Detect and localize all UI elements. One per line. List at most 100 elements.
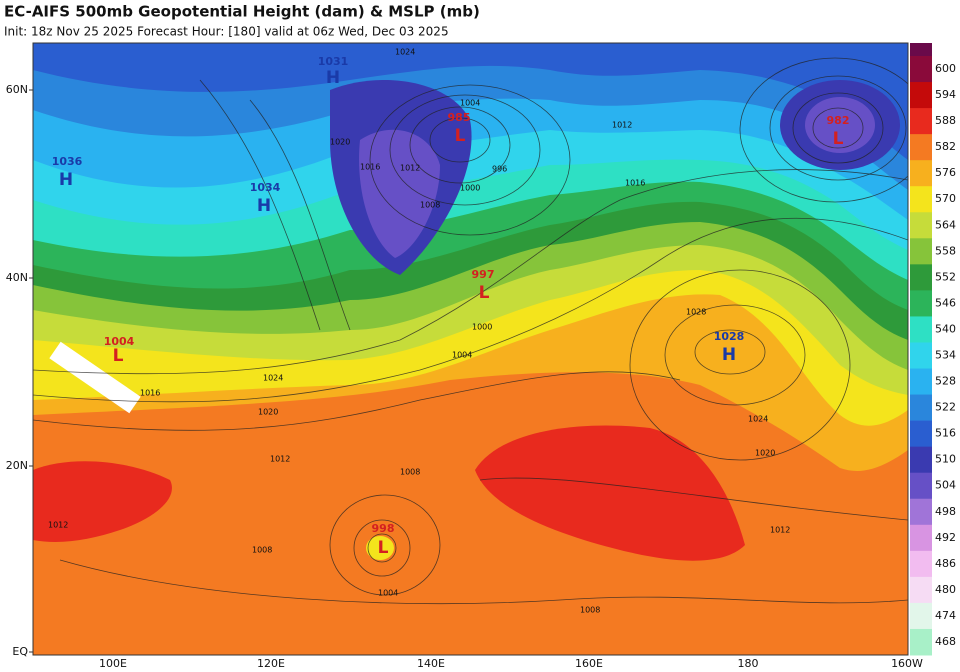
colorbar-swatch (910, 420, 932, 448)
ridge-588-west (33, 461, 172, 542)
colorbar-swatch (910, 550, 932, 578)
colorbar-label: 498 (935, 505, 956, 518)
isobar-label: 1020 (755, 449, 775, 458)
isobar-label: 1024 (395, 48, 415, 57)
colorbar-label: 546 (935, 296, 956, 309)
center-value: 1034 (250, 181, 281, 194)
colorbar-swatch (910, 108, 932, 135)
colorbar-swatch (910, 316, 932, 343)
isobar-label: 1012 (400, 164, 420, 173)
colorbar-swatch (910, 186, 932, 213)
colorbar-swatch (910, 498, 932, 526)
isobar-label: 1020 (258, 408, 278, 417)
lat-label: 20N (6, 459, 28, 472)
map-frame (32, 42, 909, 656)
subtitle: Init: 18z Nov 25 2025 Forecast Hour: [18… (4, 25, 449, 39)
center-value: 1031 (318, 55, 349, 68)
center-letter: H (722, 345, 736, 365)
low-504 (805, 97, 875, 153)
colorbar-swatch (910, 342, 932, 370)
colorbar-label: 534 (935, 349, 956, 362)
colorbar-swatch (910, 472, 932, 500)
trough-504 (359, 129, 440, 258)
center-letter: L (833, 129, 844, 149)
centers: 1031 H 1036 H 1034 H 985 L 982 L 997 L 1… (52, 55, 850, 558)
colorbar-label: 528 (935, 375, 956, 388)
lon-label: 160W (891, 657, 923, 670)
isobar-label: 1004 (378, 589, 398, 598)
isobar-label: 1000 (460, 184, 480, 193)
lon-label: 160E (575, 657, 603, 670)
isobar-label: 1008 (252, 546, 272, 555)
center-value: 985 (448, 111, 471, 124)
colorbar-swatch (910, 368, 932, 396)
colorbar-label: 492 (935, 531, 956, 544)
colorbar-swatch (910, 446, 932, 474)
colorbar-label: 510 (935, 453, 956, 466)
colorbar-label: 480 (935, 583, 956, 596)
colorbar-label: 474 (935, 609, 956, 622)
colorbar-label: 576 (935, 166, 956, 179)
colorbar-label: 600 (935, 62, 956, 75)
center-value: 1036 (52, 155, 83, 168)
colorbar-label: 558 (935, 244, 956, 257)
colorbar-swatch (910, 628, 932, 656)
colorbar-label: 588 (935, 114, 956, 127)
center-letter: H (326, 68, 340, 88)
ridge-588 (475, 425, 745, 561)
colorbar-swatch (910, 394, 932, 422)
center-letter: H (59, 170, 73, 190)
isobar-label: 1004 (452, 351, 472, 360)
lat-label: EQ (12, 645, 28, 658)
center-letter: L (113, 346, 124, 366)
isobar-label: 1016 (140, 389, 160, 398)
center-letter: L (455, 126, 466, 146)
isobar-label: 1012 (612, 121, 632, 130)
colorbar-swatch (910, 602, 932, 630)
axes: 60N 40N 20N EQ 100E 120E 140E 160E 180 160W (6, 83, 923, 670)
isobar-label: 1028 (686, 308, 706, 317)
colorbar: 600 594 588 582 576 570 564 558 552 546 540 534 528 5… (910, 43, 956, 656)
isobar-label: 1008 (420, 201, 440, 210)
center-value: 998 (372, 522, 395, 535)
colorbar-label: 516 (935, 427, 956, 440)
isobar-label: 996 (492, 165, 507, 174)
colorbar-swatch (910, 264, 932, 291)
map-field (33, 43, 908, 655)
title: EC-AIFS 500mb Geopotential Height (dam) … (4, 3, 480, 21)
colorbar-swatch (910, 212, 932, 239)
isobar-label: 1012 (48, 521, 68, 530)
isobar-label: 1012 (270, 455, 290, 464)
colorbar-swatch (910, 56, 932, 83)
colorbar-label: 522 (935, 401, 956, 414)
colorbar-label: 582 (935, 140, 956, 153)
isobar-label: 1004 (460, 99, 480, 108)
isobar-label: 1020 (330, 138, 350, 147)
colorbar-swatch (910, 524, 932, 552)
isobar-label: 1008 (400, 468, 420, 477)
colorbar-label: 504 (935, 479, 956, 492)
colorbar-swatch (910, 160, 932, 187)
center-value: 1004 (104, 335, 135, 348)
colorbar-swatch (910, 290, 932, 317)
isobar-label: 1024 (263, 374, 283, 383)
center-value: 997 (472, 268, 495, 281)
lon-label: 180 (738, 657, 759, 670)
center-value: 1028 (714, 330, 745, 343)
center-letter: L (479, 283, 490, 303)
colorbar-swatch (910, 134, 932, 161)
colorbar-swatch (910, 576, 932, 604)
colorbar-label: 570 (935, 192, 956, 205)
colorbar-swatch (910, 82, 932, 109)
center-letter: L (378, 538, 389, 558)
colorbar-cap (910, 43, 932, 56)
lon-label: 100E (99, 657, 127, 670)
isobar-label: 1012 (770, 526, 790, 535)
isobar-label: 1024 (748, 415, 768, 424)
colorbar-label: 594 (935, 88, 956, 101)
colorbar-label: 552 (935, 270, 956, 283)
isobar-label: 1016 (360, 163, 380, 172)
colorbar-label: 540 (935, 322, 956, 335)
